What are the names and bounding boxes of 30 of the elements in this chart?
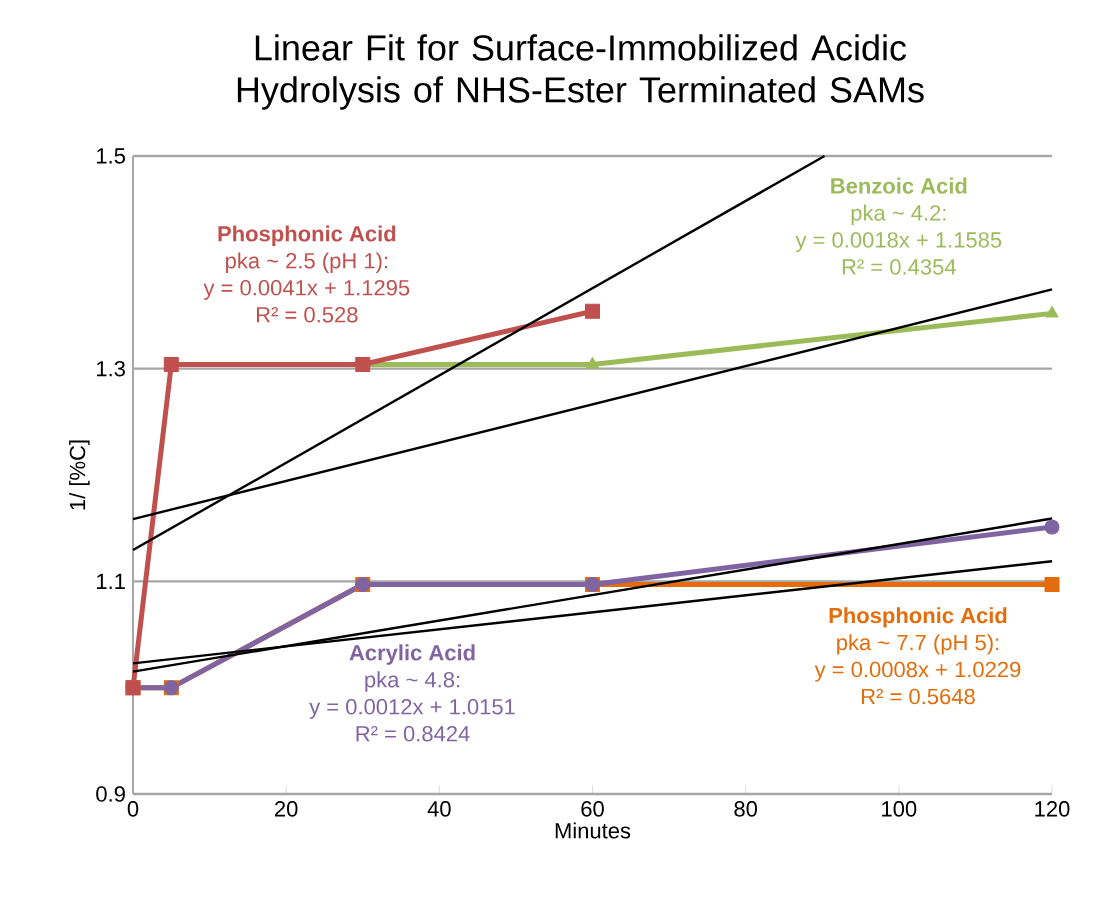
- annotation: y = 0.0018x + 1.1585: [795, 232, 1002, 253]
- annotation: pka ~ 4.2:: [851, 204, 946, 226]
- annotation: pka ~ 2.5 (pH 1):: [226, 252, 388, 273]
- annotation: y = 0.0008x + 1.0229: [814, 661, 1021, 682]
- y-tick-label: 0.9: [96, 786, 125, 802]
- y-tick-label: 1.3: [97, 360, 125, 377]
- annotation: R² = 0.5648: [862, 688, 975, 705]
- y-axis-title: 1/ [%C]: [69, 440, 90, 510]
- annotation: y = 0.0041x + 1.1295: [203, 280, 410, 300]
- y-tick-label: 1.5: [97, 148, 125, 164]
- y-tick-label: 1.1: [97, 573, 125, 589]
- x-tick-label: 60: [581, 801, 604, 817]
- text: Phosphonic Acid: [218, 225, 396, 246]
- annotation: y = 0.0012x + 1.0151: [309, 698, 515, 719]
- annotation: pka ~ 4.8:: [365, 671, 460, 692]
- x-tick-label: 100: [882, 801, 917, 817]
- x-tick-label: 120: [1035, 801, 1070, 817]
- x-tick-label: 20: [275, 801, 298, 817]
- annotation: R² = 0.4354: [842, 259, 956, 275]
- annotation: R² = 0.528: [257, 307, 358, 323]
- annotation: pka ~ 7.7 (pH 5):: [837, 634, 999, 655]
- text: Benzoic Acid: [831, 177, 967, 194]
- text: Acrylic Acid: [349, 644, 475, 665]
- x-tick-label: 40: [427, 801, 451, 817]
- x-axis-title: Minutes: [555, 822, 631, 839]
- chart-title: Linear Fit for Surface-Immobilized Acidic Hydrolysis of NHS-Ester Terminated SAMs: [237, 34, 924, 110]
- series-label: Phosphonic Acid: [829, 607, 1007, 628]
- x-tick-label: 0: [127, 801, 139, 817]
- annotation: R² = 0.8424: [356, 725, 470, 742]
- x-tick-label: 80: [734, 801, 758, 817]
